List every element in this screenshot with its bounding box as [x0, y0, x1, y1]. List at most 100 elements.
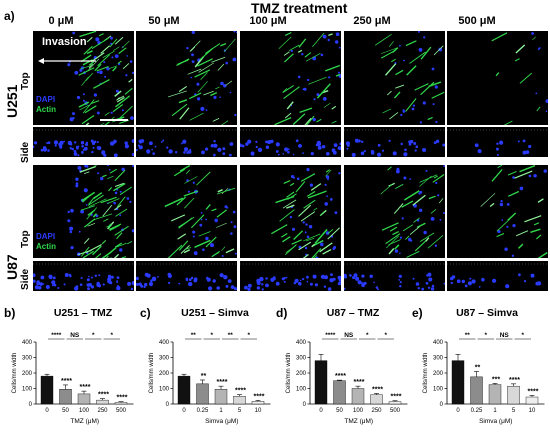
micrograph-u87-top-1 — [136, 165, 237, 258]
micrograph-u251-top-0 — [33, 31, 134, 125]
y-tick-label: 300 — [433, 356, 444, 362]
dapi-label-u87: DAPI — [36, 232, 56, 241]
bar — [96, 399, 109, 405]
x-tick-label: 250 — [97, 408, 108, 414]
bar — [525, 396, 539, 405]
bar — [214, 389, 228, 405]
chart-c-title: U251 – Simva — [181, 307, 249, 319]
panel-b-label: b) — [4, 306, 16, 320]
bar — [388, 401, 402, 405]
row-label-u251: U251 — [4, 84, 20, 118]
y-tick-label: 400 — [296, 340, 307, 346]
y-tick-label: 400 — [22, 340, 33, 346]
bar — [314, 360, 328, 405]
pair-significance: **** — [325, 332, 336, 339]
micrograph-u87-side-3 — [344, 261, 445, 291]
pair-significance: * — [92, 332, 95, 339]
micrograph-u87-side-0 — [33, 261, 134, 291]
significance-label: **** — [235, 388, 246, 395]
significance-label: ** — [201, 373, 207, 380]
pair-significance: NS — [344, 332, 354, 339]
significance-label: **** — [354, 379, 365, 386]
micrograph-u251-top-2 — [240, 31, 341, 125]
x-axis-label: TMZ (μM) — [70, 418, 99, 425]
significance-label: **** — [217, 379, 228, 386]
x-tick-label: 500 — [390, 408, 401, 414]
bar — [333, 380, 346, 405]
x-tick-label: 0.25 — [471, 408, 483, 414]
row-label-side-u87: Side — [20, 268, 31, 290]
panel-d-label: d) — [276, 306, 288, 320]
bar — [488, 384, 502, 405]
micrograph-u251-top-3 — [344, 31, 445, 125]
significance-label: *** — [492, 376, 500, 383]
pair-significance: * — [210, 332, 213, 339]
invasion-arrow — [38, 52, 98, 70]
significance-label: **** — [117, 395, 128, 402]
chart-e-title: U87 – Simva — [456, 307, 518, 319]
y-tick-label: 200 — [296, 371, 307, 377]
significance-label: ** — [475, 364, 481, 371]
micrograph-u251-top-4 — [447, 31, 548, 125]
significance-label: **** — [61, 378, 72, 385]
pair-significance: ** — [465, 332, 471, 339]
actin-label-u87: Actin — [36, 242, 56, 251]
pair-significance: **** — [51, 332, 62, 339]
col-head-0: 0 μM — [48, 15, 74, 27]
micrograph-u251-side-1 — [136, 127, 237, 157]
pair-significance: * — [384, 332, 387, 339]
bar — [196, 383, 209, 405]
significance-label: **** — [372, 386, 383, 393]
pair-significance: * — [366, 332, 369, 339]
x-axis-label: Simva (μM) — [205, 418, 238, 425]
x-tick-label: 500 — [116, 408, 127, 414]
x-axis-label: Simva (μM) — [479, 418, 512, 425]
x-tick-label: 100 — [79, 408, 90, 414]
y-tick-label: 100 — [22, 387, 33, 393]
micrograph-u87-top-0 — [33, 165, 134, 258]
y-tick-label: 200 — [433, 371, 444, 377]
x-tick-label: 1 — [493, 408, 497, 414]
micrograph-u251-side-0 — [33, 127, 134, 157]
bar — [351, 388, 365, 405]
micrograph-u87-side-4 — [447, 261, 548, 291]
x-tick-label: 250 — [371, 408, 382, 414]
bar — [40, 375, 54, 405]
y-tick-label: 0 — [440, 402, 444, 408]
row-label-side-u251: Side — [20, 141, 31, 163]
chart-b-title: U251 – TMZ — [53, 307, 113, 319]
x-tick-label: 5 — [512, 408, 516, 414]
bar — [370, 394, 383, 405]
pair-significance: ** — [228, 332, 234, 339]
row-label-top-u87: Top — [20, 230, 31, 248]
x-tick-label: 0 — [456, 408, 460, 414]
panel-a-label: a) — [4, 9, 15, 23]
dapi-label-u251: DAPI — [36, 95, 56, 104]
col-head-4: 500 μM — [458, 15, 496, 27]
chart-d-title: U87 – TMZ — [326, 307, 380, 319]
col-head-1: 50 μM — [148, 15, 180, 27]
x-axis-label: TMZ (μM) — [344, 418, 373, 425]
micrograph-u87-top-2 — [240, 165, 341, 258]
y-tick-label: 200 — [22, 371, 33, 377]
y-tick-label: 100 — [159, 387, 170, 393]
y-tick-label: 300 — [159, 356, 170, 362]
bar — [251, 401, 265, 405]
invasion-label: Invasion — [42, 36, 87, 48]
x-tick-label: 0 — [45, 408, 49, 414]
x-tick-label: 100 — [353, 408, 364, 414]
bar — [59, 389, 72, 405]
x-tick-label: 0 — [319, 408, 323, 414]
row-label-u87: U87 — [4, 254, 20, 280]
panel-c-label: c) — [140, 306, 151, 320]
y-tick-label: 300 — [296, 356, 307, 362]
y-axis-label: Cells/mm width — [286, 353, 292, 394]
micrograph-u87-top-3 — [344, 165, 445, 258]
bar — [451, 360, 465, 405]
y-tick-label: 100 — [433, 387, 444, 393]
pair-significance: ** — [191, 332, 197, 339]
y-tick-label: 100 — [296, 387, 307, 393]
scale-bar — [100, 119, 128, 121]
